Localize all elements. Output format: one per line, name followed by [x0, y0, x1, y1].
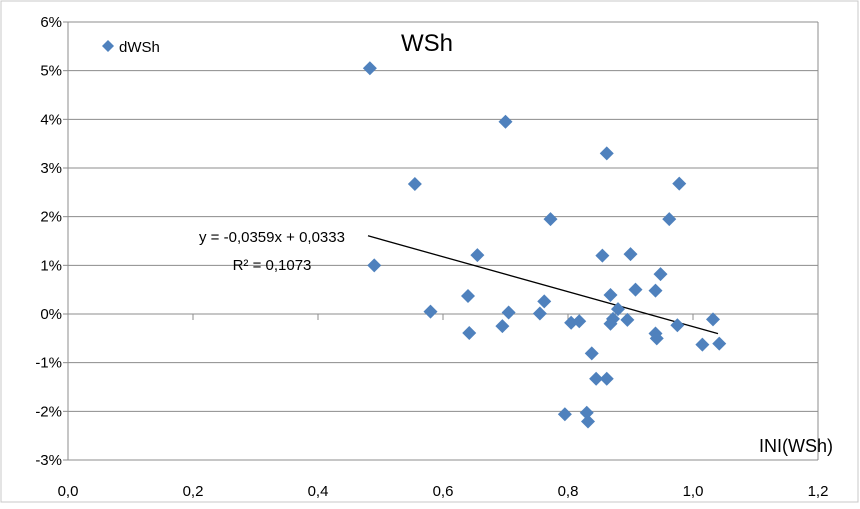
- legend-diamond-icon: [102, 40, 114, 52]
- trendline: [367, 235, 719, 335]
- scatter-point: [543, 212, 558, 227]
- scatter-point: [461, 288, 475, 303]
- y-tick-label: 4%: [40, 111, 62, 128]
- tick-labels: -3% -2% -1% 0% 1% 2% 3% 4% 5% 6% 0,0 0,2 0,4 0,6 0,8 1,…: [35, 14, 828, 500]
- x-tick-label: 0,4: [308, 483, 329, 500]
- y-tick-label: 5%: [40, 63, 62, 80]
- scatter-point: [628, 282, 643, 297]
- scatter-point: [706, 312, 720, 327]
- y-tick-label: 2%: [40, 209, 62, 226]
- scatter-point: [367, 258, 382, 273]
- scatter-point: [537, 294, 552, 309]
- scatter-point: [407, 177, 422, 192]
- scatter-point: [532, 306, 547, 321]
- x-axis-label: INI(WSh): [759, 436, 833, 456]
- scatter-point: [672, 176, 687, 191]
- x-tick-label: 0,8: [558, 483, 579, 500]
- scatter-point: [501, 305, 516, 320]
- scatter-point: [648, 283, 663, 298]
- data-points: [362, 61, 727, 429]
- axes: [63, 21, 819, 461]
- legend-label: dWSh: [119, 39, 160, 56]
- x-tick-label: 0,6: [433, 483, 454, 500]
- x-tick-label: 1,0: [683, 483, 704, 500]
- scatter-point: [653, 267, 668, 282]
- scatter-point: [498, 114, 513, 129]
- scatter-point: [462, 325, 477, 340]
- scatter-point: [662, 212, 677, 227]
- trendline-group: [367, 235, 719, 335]
- scatter-point: [470, 248, 485, 263]
- scatter-point: [557, 407, 572, 422]
- scatter-point: [423, 304, 438, 319]
- y-tick-label: 1%: [40, 257, 62, 274]
- y-tick-label: 6%: [40, 14, 62, 31]
- y-tick-label: 3%: [40, 160, 62, 177]
- scatter-point: [589, 371, 604, 386]
- legend: dWSh: [102, 39, 160, 56]
- scatter-point: [595, 248, 610, 263]
- scatter-point: [579, 405, 594, 420]
- scatter-point: [362, 61, 377, 76]
- chart-title: WSh: [401, 30, 453, 57]
- y-tick-label: -3%: [35, 452, 62, 469]
- y-tick-label: -1%: [35, 355, 62, 372]
- scatter-point: [572, 314, 587, 329]
- trendline-equation: y = -0,0359x + 0,0333: [199, 229, 345, 246]
- y-tick-label: 0%: [40, 306, 62, 323]
- x-tick-label: 0,0: [58, 483, 79, 500]
- x-tick-label: 1,2: [808, 483, 829, 500]
- scatter-point: [599, 146, 614, 161]
- y-tick-label: -2%: [35, 403, 62, 420]
- scatter-point: [581, 414, 595, 429]
- scatter-point: [670, 318, 685, 333]
- x-tick-label: 0,2: [183, 483, 204, 500]
- scatter-point: [599, 371, 614, 386]
- scatter-point: [495, 319, 510, 334]
- scatter-point: [623, 247, 638, 262]
- trendline-r-squared: R² = 0,1073: [233, 257, 312, 274]
- scatter-point: [712, 336, 727, 351]
- scatter-point: [695, 337, 710, 352]
- scatter-point: [606, 311, 620, 326]
- scatter-point: [649, 331, 664, 346]
- scatter-point: [603, 288, 618, 303]
- scatter-point: [620, 312, 635, 327]
- scatter-point: [584, 346, 599, 361]
- scatter-point: [611, 302, 625, 317]
